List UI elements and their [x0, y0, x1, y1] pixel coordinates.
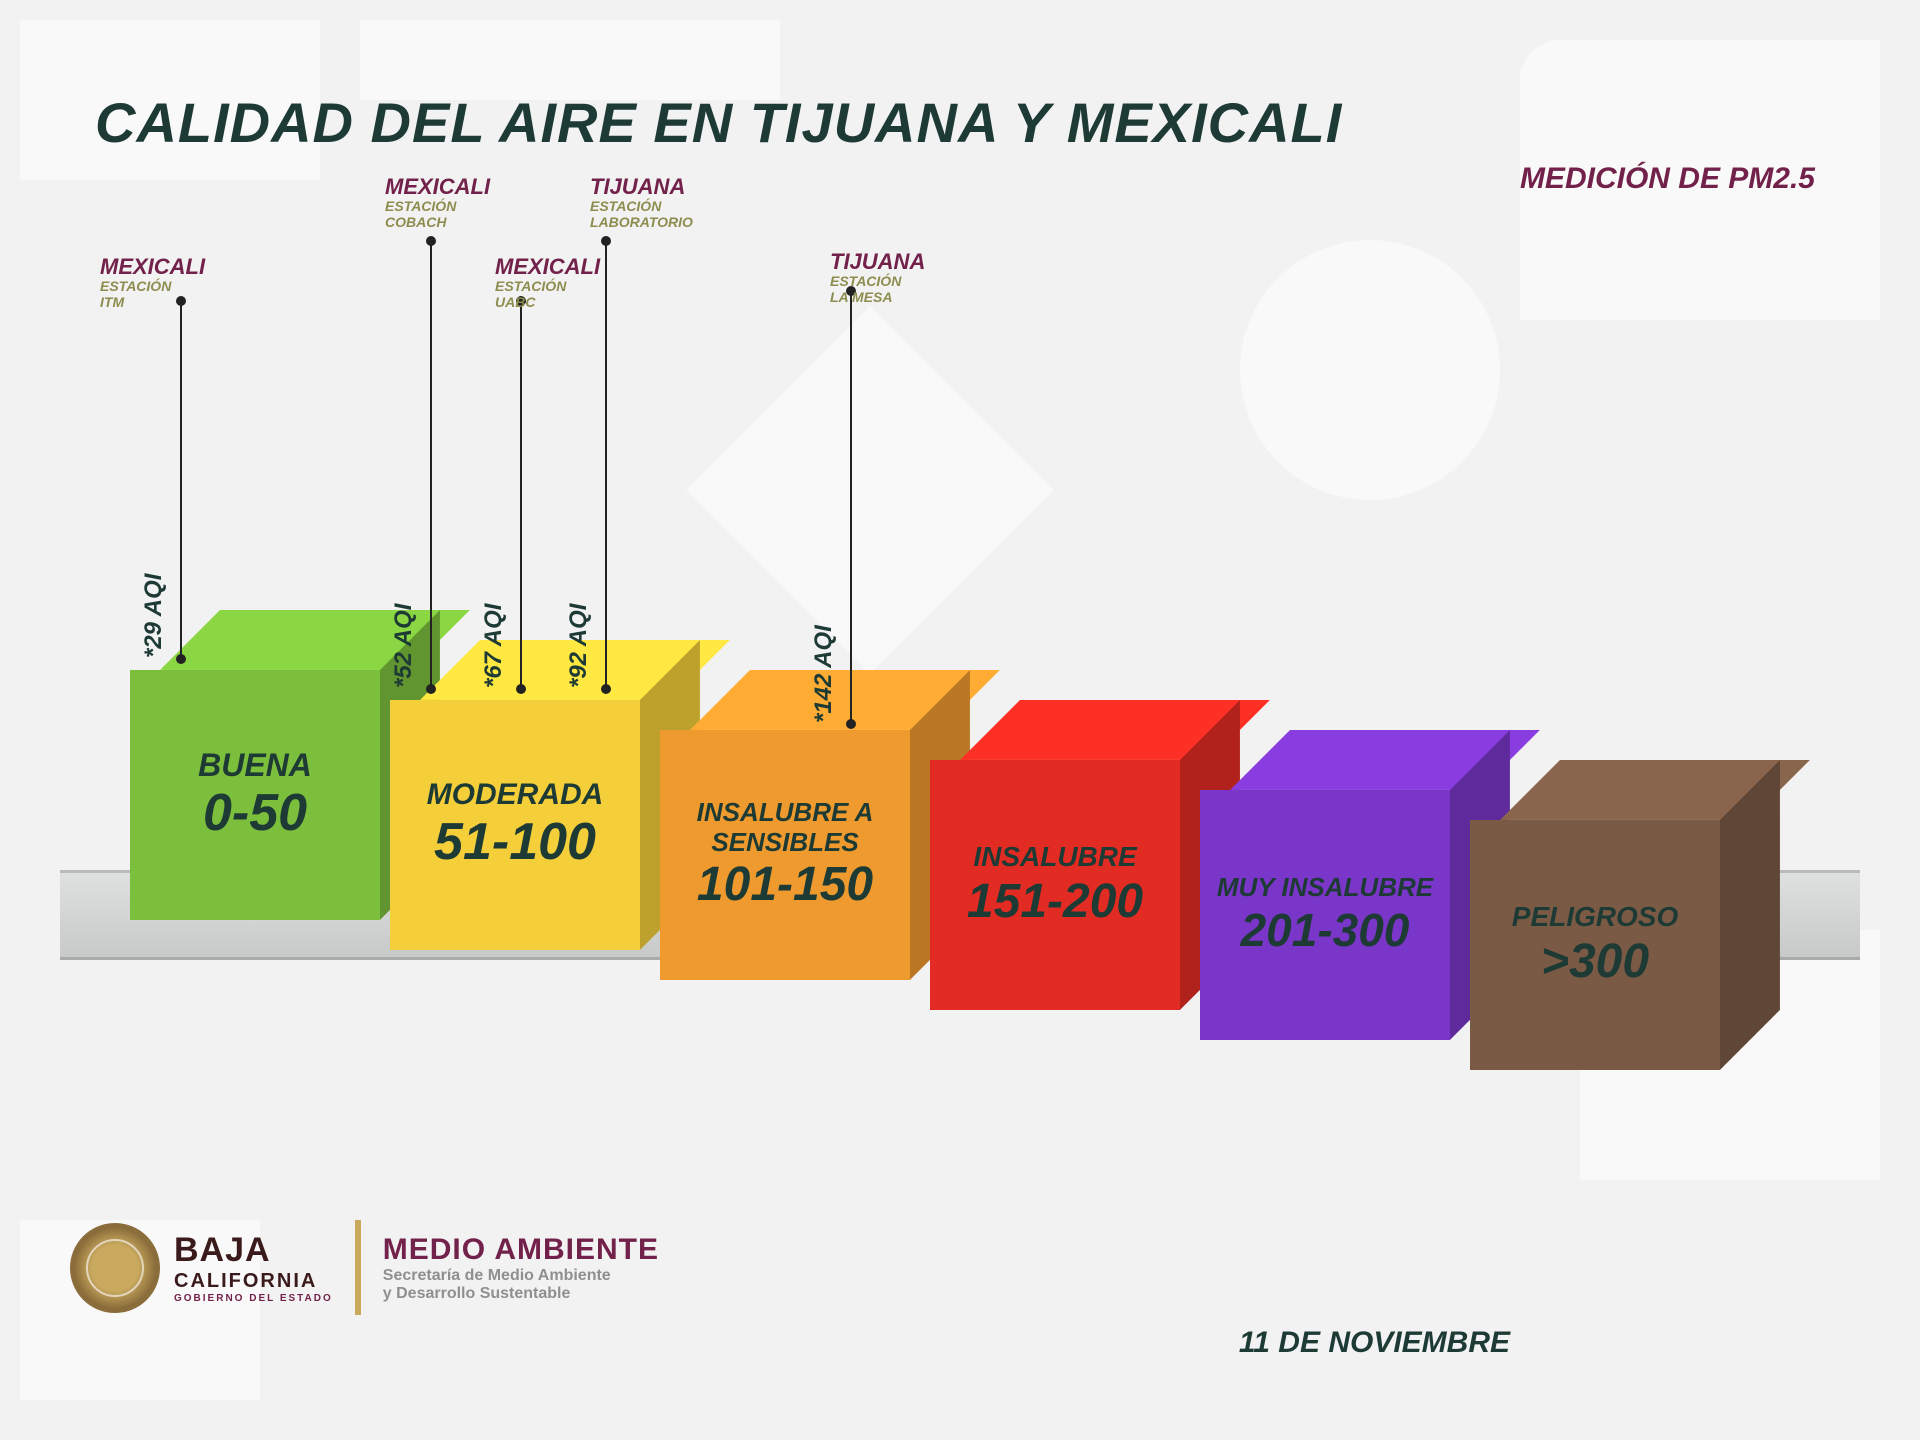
aqi-cube-4: MUY INSALUBRE201-300	[1200, 790, 1470, 1060]
aqi-value-tag: *52 AQI	[390, 604, 418, 688]
aqi-range-label: 51-100	[434, 812, 596, 872]
aqi-marker-label: MEXICALIESTACIÓNITM	[100, 255, 205, 310]
aqi-category-label: BUENA	[198, 747, 312, 784]
aqi-category-label: MUY INSALUBRE	[1217, 873, 1433, 903]
state-line3: GOBIERNO DEL ESTADO	[174, 1293, 333, 1304]
aqi-cube-1: MODERADA51-100	[390, 700, 660, 970]
report-date: 11 DE NOVIEMBRE	[1239, 1326, 1510, 1360]
ministry-line2a: Secretaría de Medio Ambiente	[383, 1267, 659, 1285]
aqi-value-tag: *142 AQI	[810, 625, 838, 723]
header: CALIDAD DEL AIRE EN TIJUANA Y MEXICALI M…	[95, 90, 1825, 155]
aqi-marker-label: TIJUANAESTACIÓNLABORATORIO	[590, 175, 693, 230]
logo-block: BAJA CALIFORNIA GOBIERNO DEL ESTADO MEDI…	[70, 1220, 659, 1315]
aqi-marker-line	[430, 240, 432, 690]
aqi-cube-3: INSALUBRE151-200	[930, 760, 1200, 1030]
state-text: BAJA CALIFORNIA GOBIERNO DEL ESTADO	[174, 1231, 333, 1304]
aqi-cube-2: INSALUBRE A SENSIBLES101-150	[660, 730, 930, 1000]
footer-divider	[355, 1220, 361, 1315]
aqi-range-label: >300	[1541, 934, 1649, 989]
state-seal-icon	[70, 1223, 160, 1313]
aqi-cube-front: INSALUBRE A SENSIBLES101-150	[660, 730, 910, 980]
state-line1: BAJA	[174, 1231, 333, 1270]
aqi-marker-line	[180, 300, 182, 660]
ministry-line2b: y Desarrollo Sustentable	[383, 1285, 659, 1303]
aqi-marker-city: TIJUANA	[830, 250, 925, 274]
aqi-cube-front: INSALUBRE151-200	[930, 760, 1180, 1010]
aqi-range-label: 101-150	[697, 857, 873, 912]
aqi-cube-front: PELIGROSO>300	[1470, 820, 1720, 1070]
aqi-range-label: 201-300	[1241, 903, 1410, 957]
aqi-marker-label: MEXICALIESTACIÓNCOBACH	[385, 175, 490, 230]
aqi-marker-city: TIJUANA	[590, 175, 693, 199]
aqi-cube-front: MUY INSALUBRE201-300	[1200, 790, 1450, 1040]
aqi-chart: BUENA0-50MODERADA51-100INSALUBRE A SENSI…	[60, 170, 1860, 1130]
aqi-marker-city: MEXICALI	[100, 255, 205, 279]
footer: BAJA CALIFORNIA GOBIERNO DEL ESTADO MEDI…	[70, 1200, 1850, 1370]
aqi-category-label: INSALUBRE	[973, 841, 1136, 873]
bg-shape	[360, 20, 780, 100]
aqi-value-tag: *29 AQI	[140, 574, 168, 658]
aqi-marker-station: ESTACIÓNITM	[100, 279, 205, 310]
aqi-cube-0: BUENA0-50	[130, 670, 400, 940]
aqi-cube-front: BUENA0-50	[130, 670, 380, 920]
aqi-category-label: PELIGROSO	[1512, 901, 1678, 933]
aqi-marker-line	[605, 240, 607, 690]
ministry-text: MEDIO AMBIENTE Secretaría de Medio Ambie…	[383, 1233, 659, 1303]
aqi-marker-label: MEXICALIESTACIÓNUABC	[495, 255, 600, 310]
aqi-range-label: 0-50	[203, 783, 307, 843]
aqi-range-label: 151-200	[967, 874, 1143, 929]
aqi-marker-city: MEXICALI	[495, 255, 600, 279]
aqi-marker-label: TIJUANAESTACIÓNLA MESA	[830, 250, 925, 305]
aqi-marker-station: ESTACIÓNLABORATORIO	[590, 199, 693, 230]
aqi-category-label: INSALUBRE A SENSIBLES	[670, 798, 900, 858]
aqi-marker-station: ESTACIÓNUABC	[495, 279, 600, 310]
aqi-marker-city: MEXICALI	[385, 175, 490, 199]
aqi-cube-front: MODERADA51-100	[390, 700, 640, 950]
page-title: CALIDAD DEL AIRE EN TIJUANA Y MEXICALI	[95, 90, 1825, 155]
aqi-value-tag: *92 AQI	[565, 604, 593, 688]
ministry-line1: MEDIO AMBIENTE	[383, 1233, 659, 1267]
state-line2: CALIFORNIA	[174, 1270, 333, 1293]
aqi-marker-station: ESTACIÓNLA MESA	[830, 274, 925, 305]
aqi-marker-station: ESTACIÓNCOBACH	[385, 199, 490, 230]
aqi-cube-5: PELIGROSO>300	[1470, 820, 1740, 1090]
aqi-category-label: MODERADA	[427, 778, 604, 813]
aqi-value-tag: *67 AQI	[480, 604, 508, 688]
aqi-marker-line	[850, 290, 852, 725]
aqi-marker-line	[520, 300, 522, 690]
